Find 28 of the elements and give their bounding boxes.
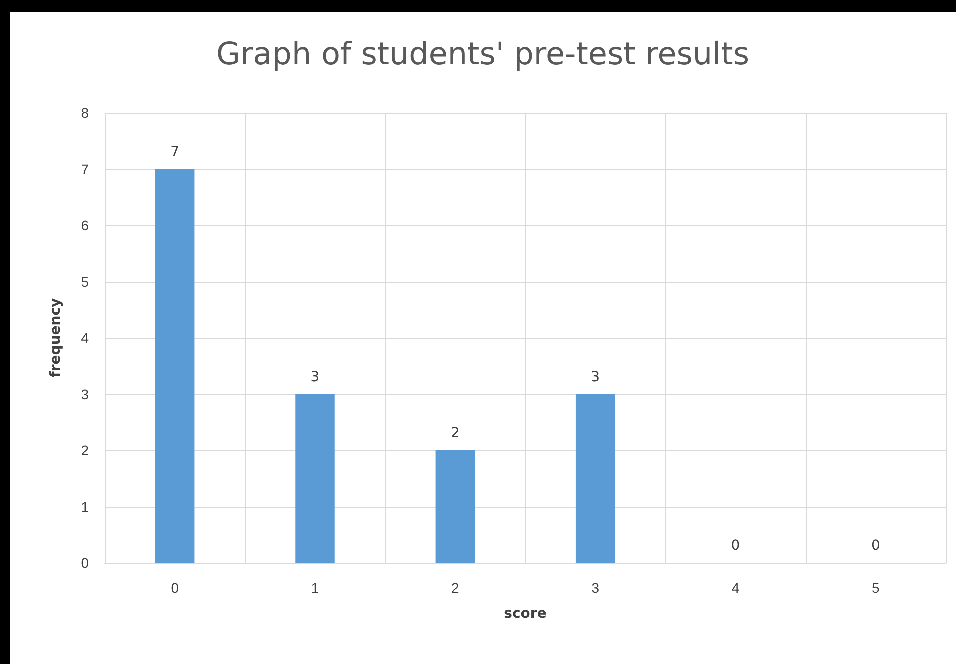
- y-tick-label: 4: [81, 330, 90, 346]
- x-tick-label: 1: [311, 580, 320, 596]
- x-tick-label: 4: [732, 580, 740, 596]
- y-tick-label: 3: [81, 386, 90, 402]
- bar: [296, 394, 335, 563]
- x-tick-label: 3: [592, 580, 600, 596]
- y-tick-label: 2: [81, 442, 90, 458]
- data-label: 0: [731, 538, 740, 554]
- x-axis-title: score: [504, 606, 547, 622]
- y-tick-label: 1: [81, 498, 90, 515]
- x-tick-label: 5: [872, 580, 880, 596]
- data-label: 0: [871, 538, 880, 554]
- y-tick-label: 0: [81, 555, 90, 571]
- data-label: 7: [170, 144, 180, 160]
- chart-title: Graph of students' pre-test results: [216, 36, 750, 72]
- data-label: 3: [591, 369, 600, 386]
- bar: [155, 169, 195, 563]
- data-label: 3: [310, 369, 320, 386]
- y-tick-label: 5: [81, 274, 90, 290]
- y-tick-label: 6: [81, 218, 90, 234]
- x-tick-label: 0: [171, 580, 180, 596]
- y-tick-label: 7: [81, 161, 90, 178]
- y-axis-title: frequency: [48, 298, 64, 378]
- x-tick-label: 2: [452, 580, 460, 596]
- y-tick-label: 8: [81, 105, 90, 121]
- bar: [436, 450, 476, 563]
- bar: [576, 394, 616, 563]
- data-label: 2: [450, 426, 460, 442]
